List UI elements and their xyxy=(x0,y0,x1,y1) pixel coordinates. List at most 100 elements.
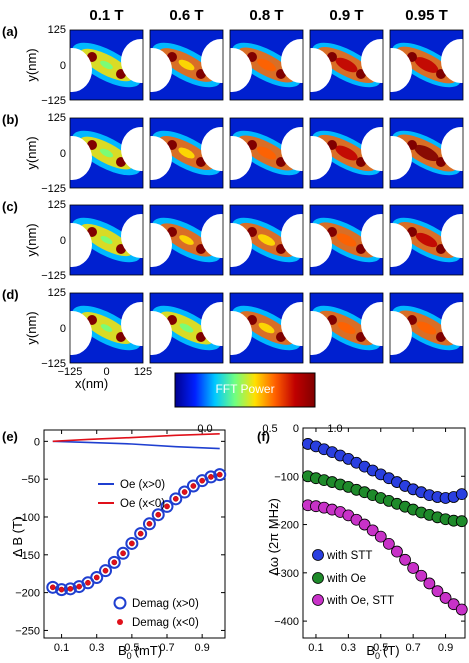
contact-right xyxy=(201,127,223,171)
fft-maps: (a) y(nm) 125 0 −125 (b) y(nm) 125 0 −125 (c) y(nm)… xyxy=(2,24,464,378)
contact-right xyxy=(281,127,303,171)
contact-left xyxy=(230,311,252,355)
ytick-label: −200 xyxy=(274,520,299,532)
fft-map xyxy=(230,205,303,275)
map-xtick: −125 xyxy=(58,366,83,378)
data-point xyxy=(455,488,468,501)
mode-peak xyxy=(99,148,114,158)
fft-map xyxy=(150,118,223,188)
mode-peak xyxy=(337,321,356,335)
legend-entry: Demag (x<0) xyxy=(117,617,199,629)
contact-right xyxy=(281,39,303,83)
data-point xyxy=(49,584,56,591)
mode-peak xyxy=(257,234,276,246)
map-frame xyxy=(149,29,224,101)
field-header: 0.8 T xyxy=(249,7,283,24)
fft-map xyxy=(230,118,303,188)
contact-left xyxy=(70,311,92,355)
xtick-label: 0.7 xyxy=(159,642,174,654)
legend-label: with Oe, STT xyxy=(326,595,394,607)
fft-map xyxy=(150,205,223,275)
field-header: 0.6 T xyxy=(169,7,203,24)
mode-peak xyxy=(336,233,357,247)
contact-right xyxy=(361,39,383,83)
map-frame xyxy=(149,117,224,189)
data-point xyxy=(407,562,420,574)
map-ytick: 125 xyxy=(48,287,66,299)
fft-map xyxy=(70,205,143,275)
contact-left xyxy=(230,48,252,92)
ytick-label: −200 xyxy=(15,588,40,600)
map-frame xyxy=(309,204,384,276)
chart-f-xlabel-sub: 0 xyxy=(375,651,380,661)
contact-left xyxy=(150,136,172,180)
contact-left xyxy=(310,223,332,267)
chart-f-xlabel-unit: (T) xyxy=(383,643,400,658)
xtick-label: 0.1 xyxy=(54,642,69,654)
data-point xyxy=(199,477,206,484)
map-xtick: 125 xyxy=(134,366,152,378)
data-point xyxy=(125,536,139,550)
map-frame xyxy=(149,292,224,364)
map-frame xyxy=(69,204,144,276)
data-point xyxy=(99,564,113,578)
contact-left xyxy=(390,48,412,92)
legend-label: Oe (x>0) xyxy=(120,479,165,491)
field-header: 0.1 T xyxy=(89,7,123,24)
chart-e-xlabel-main: B xyxy=(118,643,127,658)
fft-map xyxy=(230,293,303,363)
colorbar-gradient xyxy=(174,372,316,408)
data-point xyxy=(204,470,218,484)
series-demag-x-0 xyxy=(49,471,223,593)
map-ylabel: y(nm) xyxy=(24,48,39,81)
data-point xyxy=(455,515,468,528)
series-with-oe xyxy=(301,470,468,528)
series-line xyxy=(52,440,220,450)
maps-xlabel: x(nm) xyxy=(75,376,108,391)
fft-map xyxy=(390,293,463,363)
mode-peak xyxy=(416,321,437,335)
contact-left xyxy=(70,223,92,267)
legend-entry: Demag (x>0) xyxy=(113,596,199,610)
contact-left xyxy=(150,223,172,267)
series-oe-x-0 xyxy=(52,440,220,450)
legend-swatch xyxy=(312,572,324,584)
contact-right xyxy=(201,214,223,258)
contact-left xyxy=(310,48,332,92)
contact-right xyxy=(441,127,463,171)
fft-map xyxy=(70,293,143,363)
map-frame xyxy=(229,204,304,276)
legend-label: Oe (x<0) xyxy=(120,498,165,510)
map-ytick: −125 xyxy=(41,183,66,195)
map-ytick: 125 xyxy=(48,199,66,211)
map-frame xyxy=(69,29,144,101)
colorbar: FFT Power 0.0 0.5 1.0 xyxy=(174,372,343,435)
data-point xyxy=(216,471,223,478)
fft-map xyxy=(70,30,143,100)
data-point xyxy=(67,585,74,592)
legend-swatch xyxy=(312,594,324,606)
map-ylabel: y(nm) xyxy=(24,311,39,344)
fft-map xyxy=(70,118,143,188)
xtick-label: 0.5 xyxy=(124,642,139,654)
data-point xyxy=(120,550,126,557)
panel-label: (b) xyxy=(2,112,19,127)
map-ylabel: y(nm) xyxy=(24,223,39,256)
data-point xyxy=(382,537,395,550)
plot-frame xyxy=(302,427,466,639)
contact-right xyxy=(441,214,463,258)
data-point xyxy=(134,527,148,541)
fft-map xyxy=(310,118,383,188)
map-ytick: −125 xyxy=(41,270,66,282)
contact-right xyxy=(441,39,463,83)
mode-peak xyxy=(178,147,195,159)
data-point xyxy=(107,555,121,569)
mode-peak xyxy=(179,323,194,333)
data-point xyxy=(358,518,371,531)
panel-label-f: (f) xyxy=(257,429,270,444)
data-point xyxy=(129,540,135,547)
map-frame xyxy=(389,292,464,364)
fft-map xyxy=(310,205,383,275)
chart-e-xlabel: B0 (mT) xyxy=(118,643,162,661)
series-line xyxy=(52,432,220,443)
